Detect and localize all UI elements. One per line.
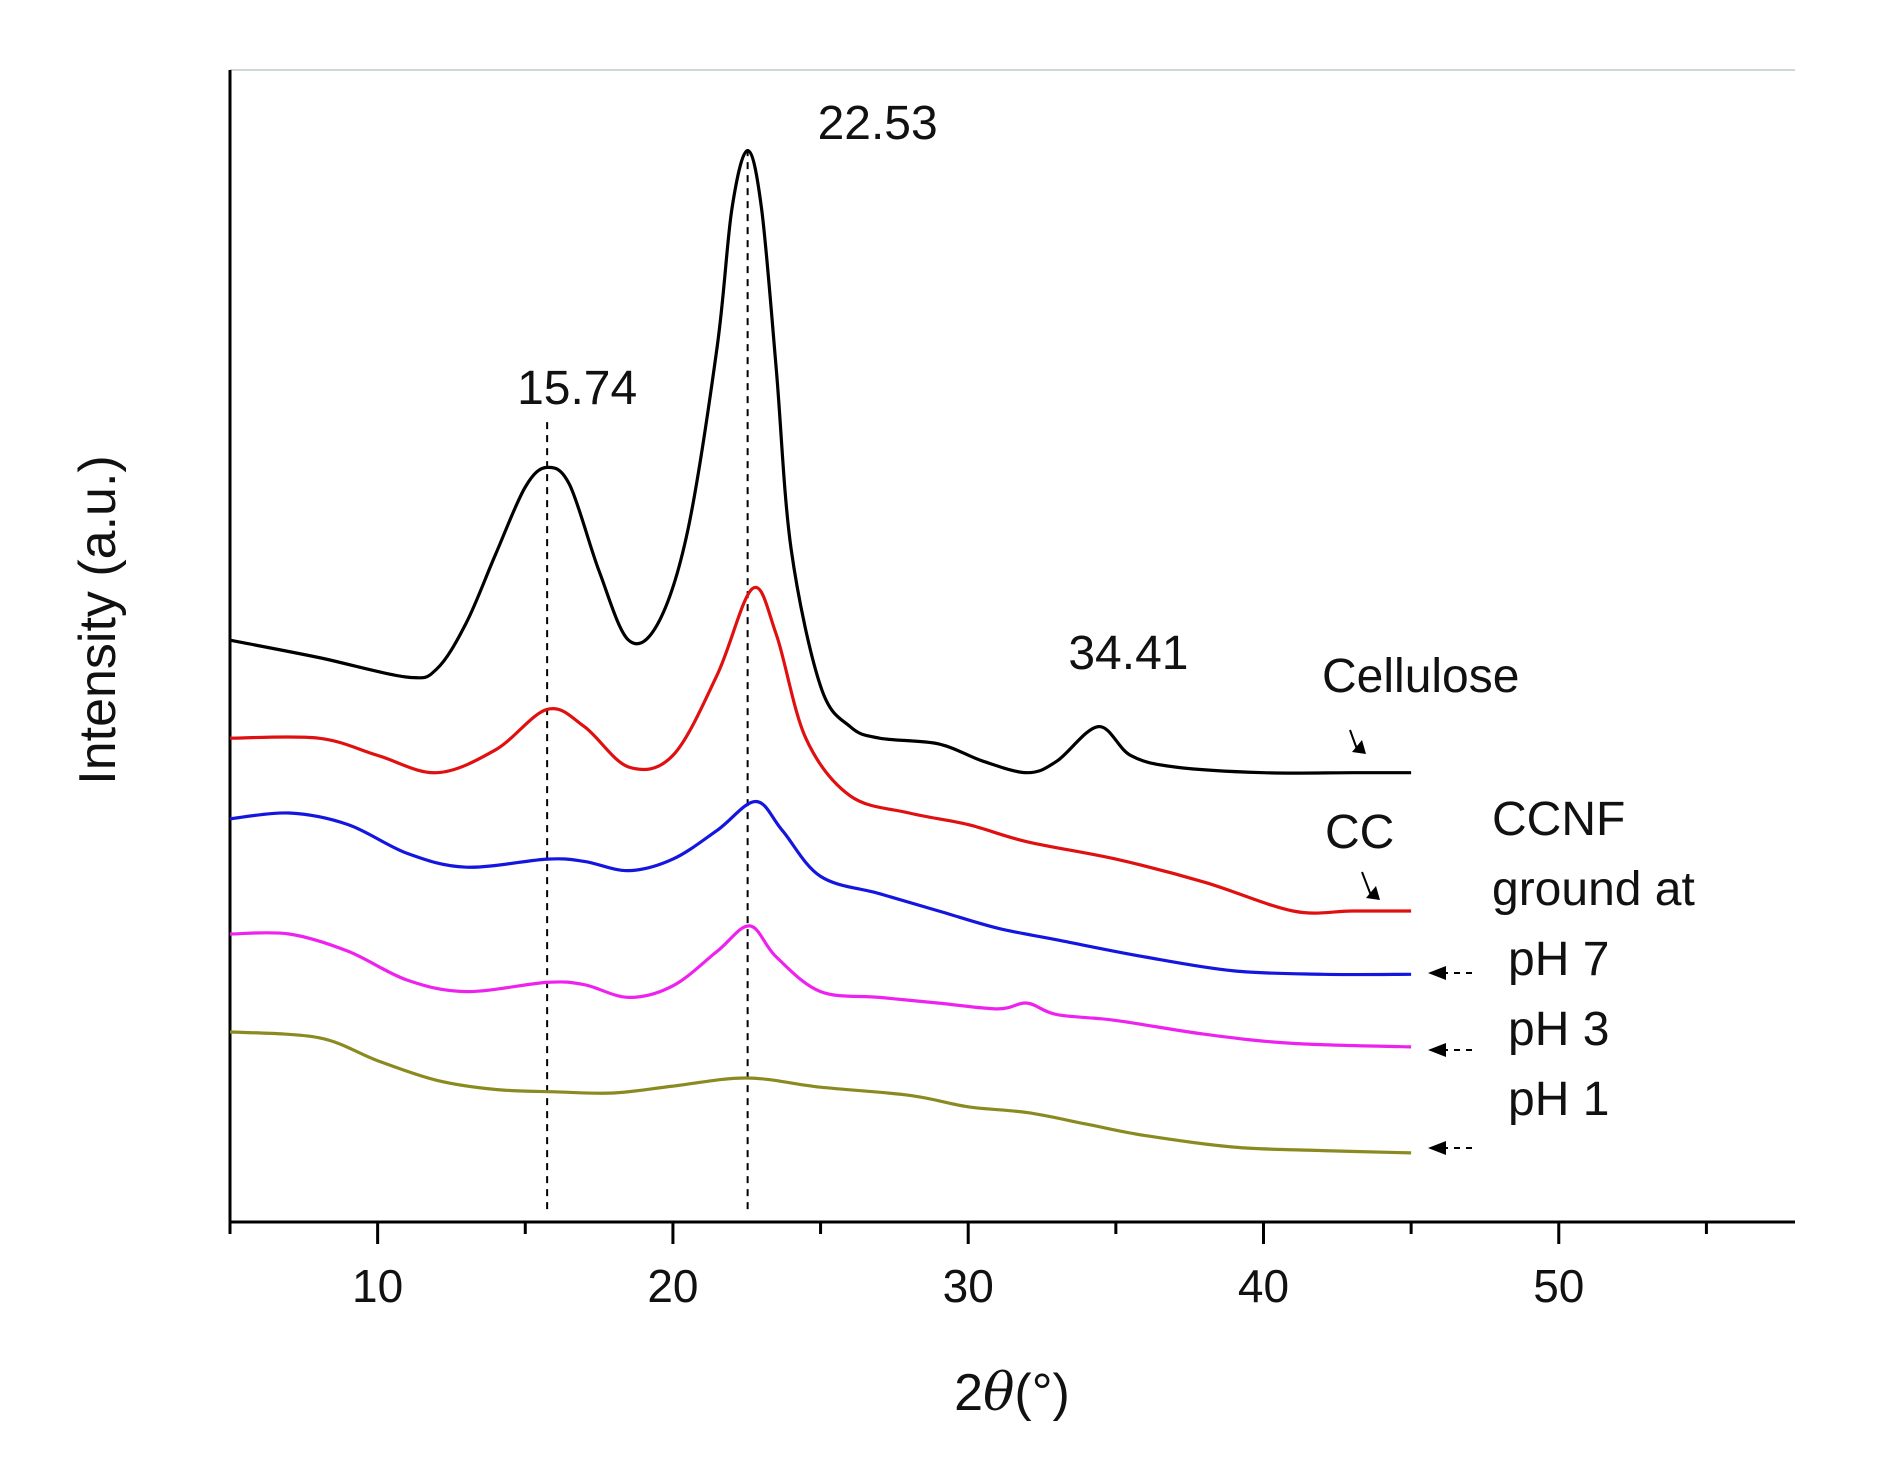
series-line-ph-3 <box>229 924 1412 1049</box>
x-tick-label-10: 10 <box>352 1260 403 1312</box>
group-label-line1: CCNF <box>1492 793 1625 846</box>
label-cc: CC <box>1325 806 1394 859</box>
series-lines <box>229 149 1412 1155</box>
series-line-ph-1 <box>229 1030 1412 1155</box>
label-ph3: pH 3 <box>1508 1003 1609 1056</box>
series-line-cc <box>229 585 1412 915</box>
peak-label-22-53: 22.53 <box>818 97 938 150</box>
x-tick-label-50: 50 <box>1533 1260 1584 1312</box>
x-tick-label-30: 30 <box>943 1260 994 1312</box>
arrow-cc <box>1361 871 1380 900</box>
x-tick-label-40: 40 <box>1238 1260 1289 1312</box>
series-line-ph-7 <box>229 799 1412 977</box>
peak-label-34-41: 34.41 <box>1068 627 1188 680</box>
reference-lines <box>546 149 749 1214</box>
x-axis-ticks <box>228 1222 1708 1244</box>
label-cellulose: Cellulose <box>1322 650 1519 703</box>
arrow-ph1 <box>1428 1141 1472 1155</box>
arrow-ph3 <box>1428 1043 1475 1057</box>
x-axis-title-unit: (°) <box>1014 1364 1069 1422</box>
x-tick-label-20: 20 <box>647 1260 698 1312</box>
x-axis-title-prefix: 2 <box>954 1364 983 1422</box>
label-ph1: pH 1 <box>1508 1073 1609 1126</box>
arrow-cellulose <box>1349 729 1366 754</box>
x-axis-title: 2θ(°) <box>954 1363 1070 1423</box>
arrow-ph7 <box>1428 966 1478 980</box>
label-ph7: pH 7 <box>1508 933 1609 986</box>
group-label-line2: ground at <box>1492 863 1695 916</box>
peak-annotations: 15.74 22.53 34.41 <box>517 97 1188 680</box>
x-axis-tick-labels: 10 20 30 40 50 <box>352 1260 1584 1312</box>
peak-label-15-74: 15.74 <box>517 362 637 415</box>
series-line-cellulose <box>229 149 1412 775</box>
y-axis-title: Intensity (a.u.) <box>69 455 127 784</box>
x-axis-title-theta: θ <box>983 1363 1014 1423</box>
